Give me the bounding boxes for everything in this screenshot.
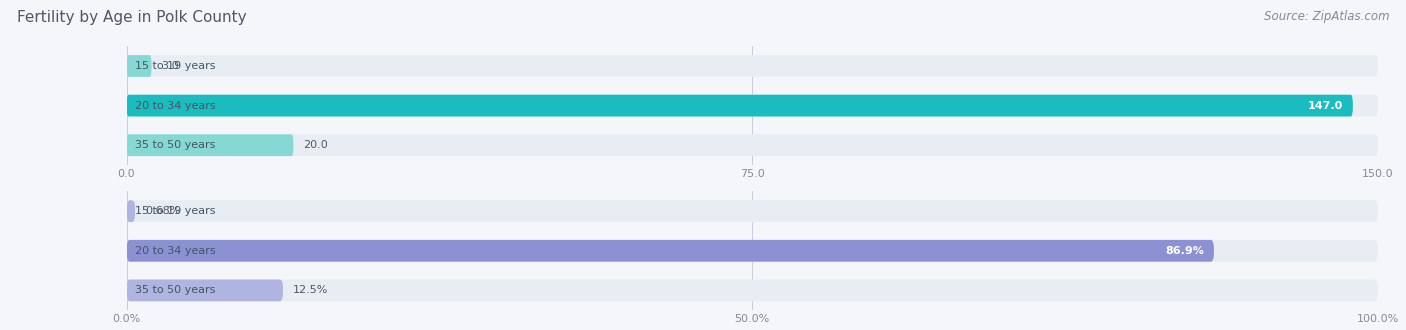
- Text: 15 to 19 years: 15 to 19 years: [135, 206, 215, 216]
- Text: 15 to 19 years: 15 to 19 years: [135, 61, 215, 71]
- Text: 20 to 34 years: 20 to 34 years: [135, 246, 217, 256]
- FancyBboxPatch shape: [127, 240, 1378, 262]
- FancyBboxPatch shape: [127, 55, 152, 77]
- Text: 86.9%: 86.9%: [1166, 246, 1204, 256]
- Text: 20.0: 20.0: [304, 140, 328, 150]
- Text: Source: ZipAtlas.com: Source: ZipAtlas.com: [1264, 10, 1389, 23]
- Text: 147.0: 147.0: [1308, 101, 1343, 111]
- FancyBboxPatch shape: [127, 280, 283, 301]
- Text: 0.68%: 0.68%: [145, 206, 180, 216]
- Text: 12.5%: 12.5%: [292, 285, 329, 295]
- FancyBboxPatch shape: [127, 200, 135, 222]
- Text: 20 to 34 years: 20 to 34 years: [135, 101, 217, 111]
- Text: 35 to 50 years: 35 to 50 years: [135, 285, 215, 295]
- Text: Fertility by Age in Polk County: Fertility by Age in Polk County: [17, 10, 246, 25]
- Text: 35 to 50 years: 35 to 50 years: [135, 140, 215, 150]
- FancyBboxPatch shape: [127, 95, 1378, 116]
- Text: 3.0: 3.0: [162, 61, 179, 71]
- FancyBboxPatch shape: [127, 134, 1378, 156]
- FancyBboxPatch shape: [127, 280, 1378, 301]
- FancyBboxPatch shape: [127, 134, 294, 156]
- FancyBboxPatch shape: [127, 200, 1378, 222]
- FancyBboxPatch shape: [127, 55, 1378, 77]
- FancyBboxPatch shape: [127, 240, 1213, 262]
- FancyBboxPatch shape: [127, 95, 1353, 116]
